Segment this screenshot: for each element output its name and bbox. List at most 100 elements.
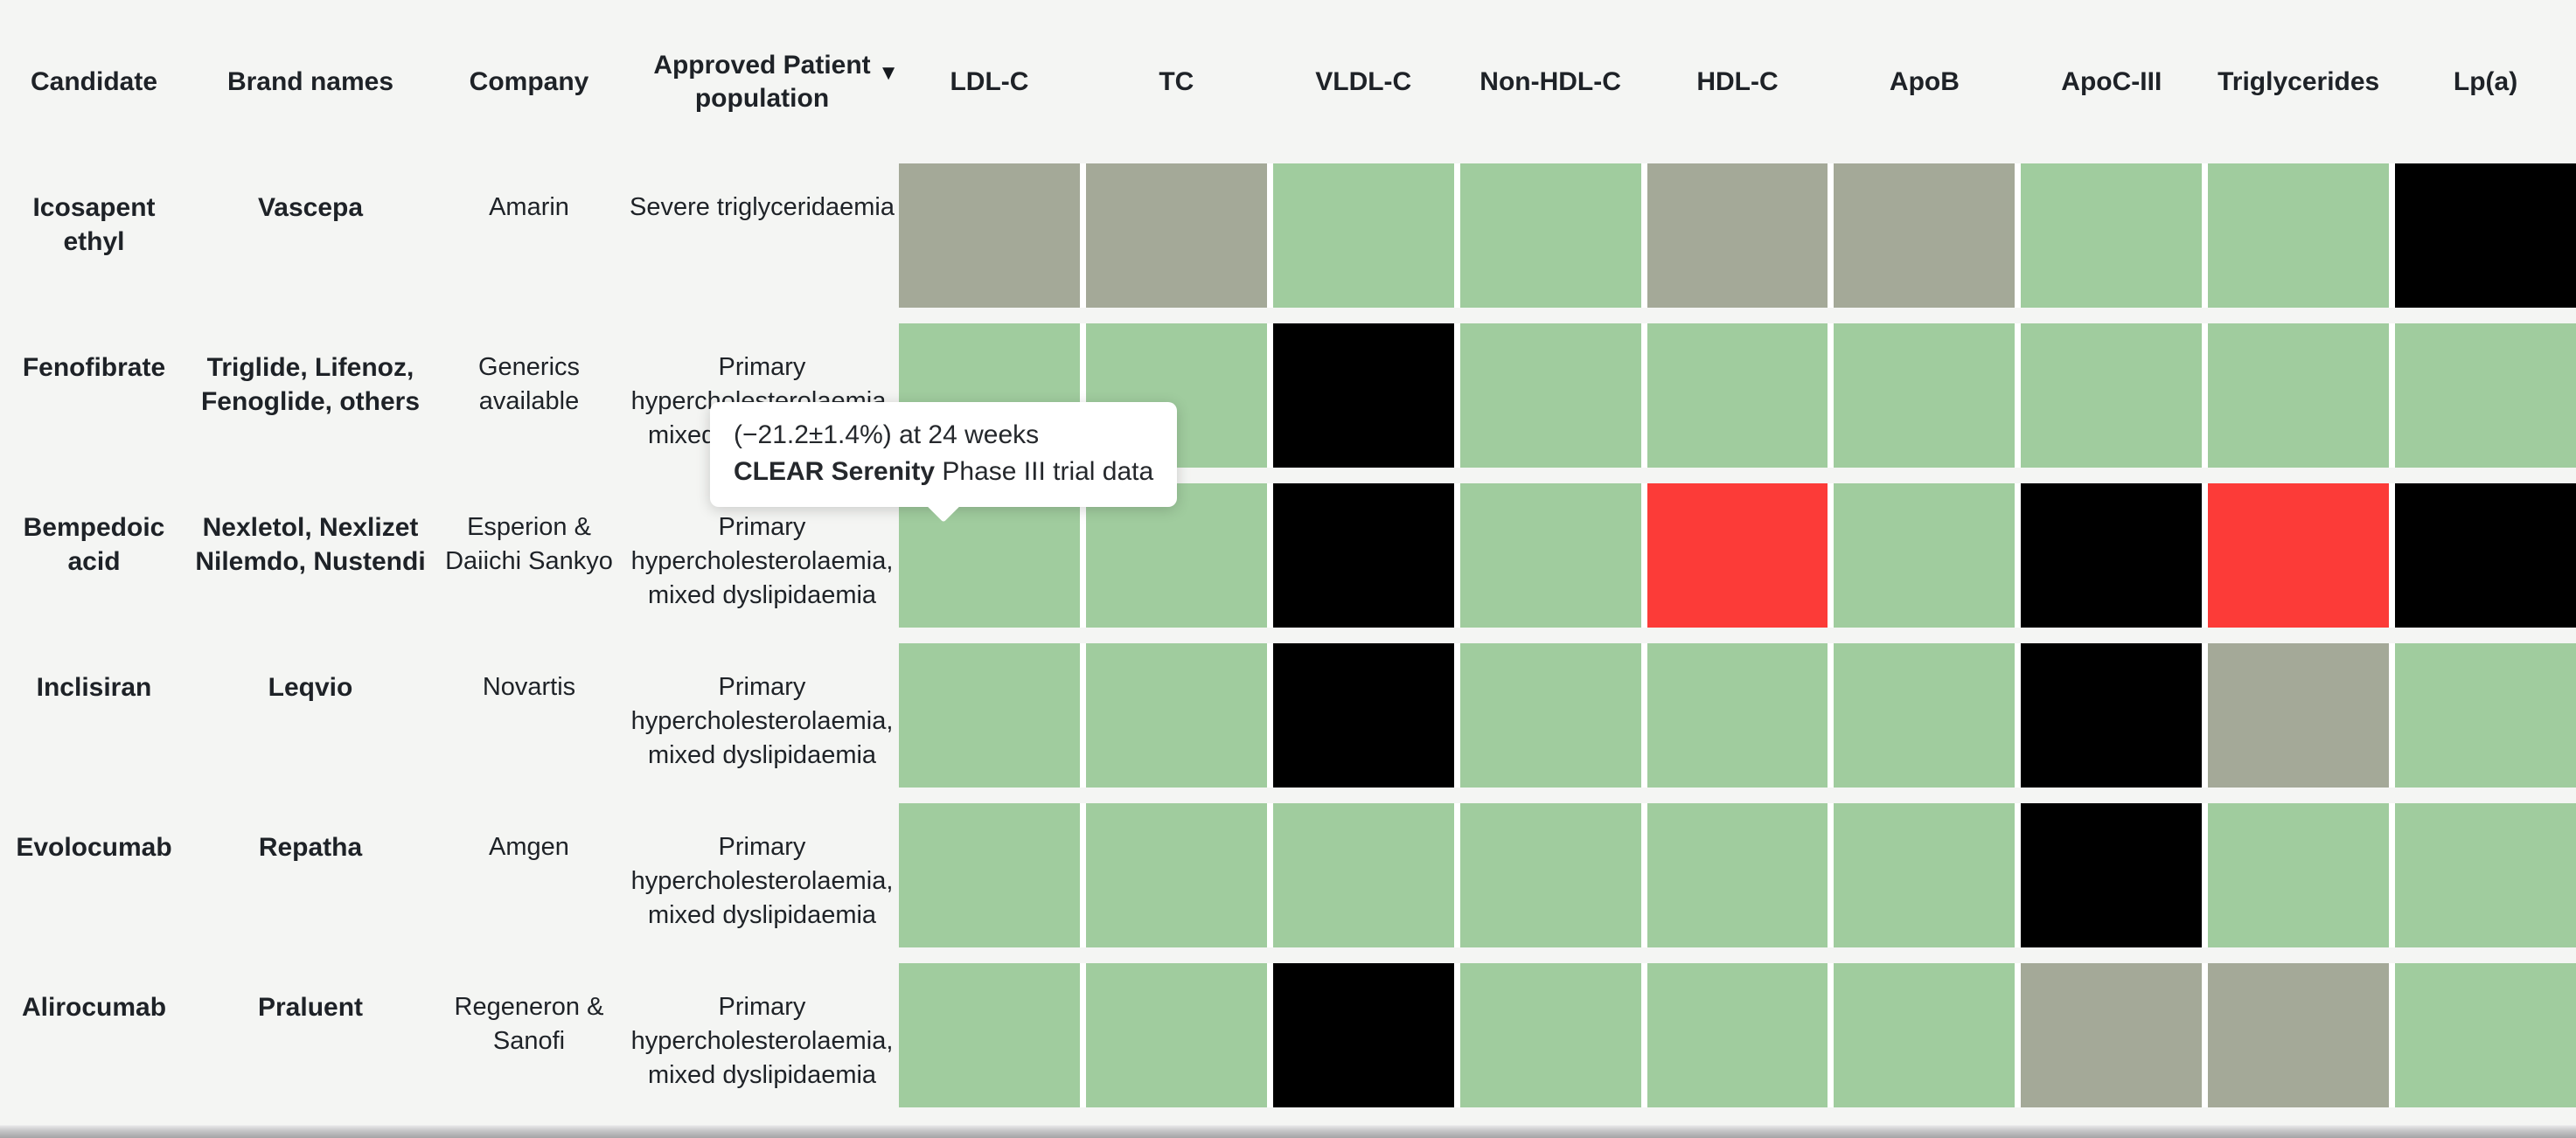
marker-cell-apoc-iii[interactable] bbox=[2021, 163, 2203, 308]
marker-cell-apob[interactable] bbox=[1834, 323, 2016, 468]
cell-approved-patient-population: Primary hypercholesterolaemia, mixed dys… bbox=[630, 993, 894, 1089]
marker-cell-non-hdl-c[interactable] bbox=[1459, 643, 1641, 788]
cell-company: Novartis bbox=[482, 673, 576, 701]
cell-brand-names: Vascepa bbox=[257, 193, 364, 222]
cell-candidate: Icosapent ethyl bbox=[32, 193, 156, 256]
marker-cell-triglycerides[interactable] bbox=[2208, 803, 2390, 947]
marker-cell-tc[interactable] bbox=[1085, 483, 1267, 628]
cell-brand-names: Repatha bbox=[258, 833, 363, 862]
table-row: Alirocumab Praluent Regeneron & Sanofi Prim… bbox=[0, 963, 2576, 1107]
column-header-label: Company bbox=[469, 66, 589, 96]
marker-cell-lp-a[interactable] bbox=[2395, 483, 2576, 628]
marker-cell-non-hdl-c[interactable] bbox=[1459, 163, 1641, 308]
cell-brand-names: Nexletol, Nexlizet Nilemdo, Nustendi bbox=[195, 513, 426, 576]
marker-strip bbox=[899, 803, 2576, 947]
column-header-triglycerides[interactable]: Triglycerides bbox=[2217, 66, 2380, 96]
marker-cell-non-hdl-c[interactable] bbox=[1459, 323, 1641, 468]
marker-cell-apob[interactable] bbox=[1834, 643, 2016, 788]
marker-column-headers: LDL-C TC VLDL-C Non-HDL-C HDL-C ApoB ApoC-III T… bbox=[899, 0, 2576, 163]
cell-approved-patient-population: Primary hypercholesterolaemia, mixed dys… bbox=[630, 513, 894, 609]
marker-cell-hdl-c[interactable] bbox=[1647, 803, 1828, 947]
column-header-label: Brand names bbox=[226, 66, 394, 96]
marker-cell-triglycerides[interactable] bbox=[2208, 483, 2390, 628]
sort-descending-icon[interactable]: ▼ bbox=[878, 61, 899, 85]
column-header-apob[interactable]: ApoB bbox=[1889, 66, 1960, 96]
marker-cell-ldl-c[interactable] bbox=[899, 163, 1080, 308]
horizontal-scrollbar[interactable] bbox=[0, 1125, 2576, 1138]
column-header-non-hdl-c[interactable]: Non-HDL-C bbox=[1479, 66, 1621, 96]
column-header-hdl-c[interactable]: HDL-C bbox=[1696, 66, 1779, 96]
marker-cell-non-hdl-c[interactable] bbox=[1459, 483, 1641, 628]
marker-strip bbox=[899, 163, 2576, 308]
cell-company: Esperion & Daiichi Sankyo bbox=[445, 513, 613, 575]
marker-cell-tc[interactable] bbox=[1085, 803, 1267, 947]
marker-cell-triglycerides[interactable] bbox=[2208, 163, 2390, 308]
marker-cell-hdl-c[interactable] bbox=[1647, 483, 1828, 628]
column-header-approved-patient-population[interactable]: Approved Patient population ▼ bbox=[625, 0, 899, 163]
table-row: Icosapent ethyl Vascepa Amarin Severe trigl… bbox=[0, 163, 2576, 308]
marker-cell-non-hdl-c[interactable] bbox=[1459, 803, 1641, 947]
marker-cell-triglycerides[interactable] bbox=[2208, 963, 2390, 1107]
marker-cell-hdl-c[interactable] bbox=[1647, 163, 1828, 308]
marker-cell-ldl-c[interactable] bbox=[899, 963, 1080, 1107]
marker-cell-lp-a[interactable] bbox=[2395, 323, 2576, 468]
marker-cell-lp-a[interactable] bbox=[2395, 163, 2576, 308]
marker-cell-lp-a[interactable] bbox=[2395, 963, 2576, 1107]
marker-cell-lp-a[interactable] bbox=[2395, 643, 2576, 788]
cell-company: Generics available bbox=[477, 353, 581, 415]
column-header-candidate[interactable]: Candidate bbox=[0, 0, 188, 163]
marker-cell-apob[interactable] bbox=[1834, 483, 2016, 628]
table-row: Evolocumab Repatha Amgen Primary hyperchole… bbox=[0, 803, 2576, 947]
cell-company: Regeneron & Sanofi bbox=[454, 993, 604, 1055]
marker-cell-apoc-iii[interactable] bbox=[2021, 803, 2203, 947]
tooltip-trial-info: CLEAR Serenity Phase III trial data bbox=[734, 454, 1153, 490]
column-header-apoc-iii[interactable]: ApoC-III bbox=[2061, 66, 2162, 96]
column-header-label: Candidate bbox=[30, 66, 158, 96]
marker-cell-vldl-c[interactable] bbox=[1272, 323, 1454, 468]
marker-cell-apob[interactable] bbox=[1834, 163, 2016, 308]
marker-cell-hdl-c[interactable] bbox=[1647, 963, 1828, 1107]
marker-cell-vldl-c[interactable] bbox=[1272, 803, 1454, 947]
marker-cell-apob[interactable] bbox=[1834, 803, 2016, 947]
marker-cell-lp-a[interactable] bbox=[2395, 803, 2576, 947]
marker-cell-ldl-c[interactable] bbox=[899, 643, 1080, 788]
marker-cell-apoc-iii[interactable] bbox=[2021, 963, 2203, 1107]
cell-candidate: Bempedoic acid bbox=[23, 513, 165, 576]
tooltip-effect-value: (−21.2±1.4%) at 24 weeks bbox=[734, 420, 1040, 449]
marker-cell-vldl-c[interactable] bbox=[1272, 483, 1454, 628]
horizontal-scrollbar-thumb[interactable] bbox=[0, 1126, 2576, 1138]
column-header-vldl-c[interactable]: VLDL-C bbox=[1315, 66, 1412, 96]
tooltip-trial-phase: Phase III trial data bbox=[935, 457, 1154, 486]
cell-approved-patient-population: Severe triglyceridaemia bbox=[629, 193, 895, 221]
marker-cell-apoc-iii[interactable] bbox=[2021, 323, 2203, 468]
marker-cell-vldl-c[interactable] bbox=[1272, 643, 1454, 788]
cell-candidate: Alirocumab bbox=[21, 993, 167, 1022]
cell-company: Amgen bbox=[489, 833, 569, 861]
marker-cell-vldl-c[interactable] bbox=[1272, 163, 1454, 308]
marker-cell-apoc-iii[interactable] bbox=[2021, 643, 2203, 788]
marker-cell-non-hdl-c[interactable] bbox=[1459, 963, 1641, 1107]
marker-cell-apob[interactable] bbox=[1834, 963, 2016, 1107]
marker-cell-vldl-c[interactable] bbox=[1272, 963, 1454, 1107]
column-header-lp-a[interactable]: Lp(a) bbox=[2453, 66, 2518, 96]
cell-candidate: Evolocumab bbox=[16, 833, 172, 862]
column-header-tc[interactable]: TC bbox=[1159, 66, 1194, 96]
marker-cell-tc[interactable] bbox=[1085, 163, 1267, 308]
marker-cell-triglycerides[interactable] bbox=[2208, 323, 2390, 468]
marker-cell-tc[interactable] bbox=[1085, 963, 1267, 1107]
marker-cell-apoc-iii[interactable] bbox=[2021, 483, 2203, 628]
column-header-brand-names[interactable]: Brand names bbox=[188, 0, 433, 163]
marker-cell-tc[interactable] bbox=[1085, 643, 1267, 788]
cell-brand-names: Leqvio bbox=[268, 673, 353, 702]
marker-cell-ldl-c[interactable] bbox=[899, 803, 1080, 947]
marker-cell-hdl-c[interactable] bbox=[1647, 323, 1828, 468]
cell-brand-names: Triglide, Lifenoz, Fenoglide, others bbox=[200, 353, 421, 416]
cell-approved-patient-population: Primary hypercholesterolaemia, mixed dys… bbox=[630, 673, 894, 769]
column-header-company[interactable]: Company bbox=[433, 0, 625, 163]
marker-cell-triglycerides[interactable] bbox=[2208, 643, 2390, 788]
table-row: Bempedoic acid Nexletol, Nexlizet Nilemdo… bbox=[0, 483, 2576, 628]
cell-candidate: Inclisiran bbox=[36, 673, 152, 702]
cell-candidate: Fenofibrate bbox=[22, 353, 166, 382]
column-header-ldl-c[interactable]: LDL-C bbox=[950, 66, 1029, 96]
marker-cell-hdl-c[interactable] bbox=[1647, 643, 1828, 788]
